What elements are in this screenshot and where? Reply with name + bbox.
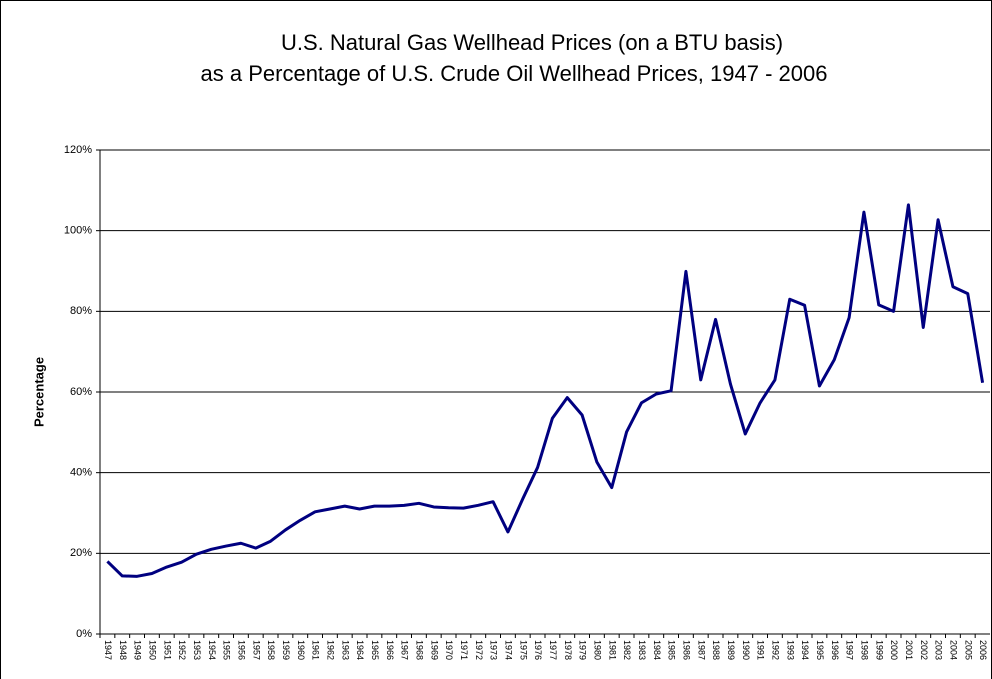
x-tick-label: 1990 <box>741 640 751 660</box>
x-tick-label: 1981 <box>607 640 617 660</box>
x-tick-label: 1947 <box>103 640 113 660</box>
x-tick-label: 1973 <box>489 640 499 660</box>
x-tick-label: 1956 <box>237 640 247 660</box>
x-tick-label: 1964 <box>355 640 365 660</box>
x-tick-label: 1980 <box>593 640 603 660</box>
chart-title: as a Percentage of U.S. Crude Oil Wellhe… <box>201 61 828 86</box>
y-tick-label: 100% <box>64 225 92 237</box>
x-tick-label: 1999 <box>874 640 884 660</box>
x-tick-label: 2000 <box>889 640 899 660</box>
x-tick-label: 1987 <box>696 640 706 660</box>
x-tick-label: 1954 <box>207 640 217 660</box>
x-tick-label: 1991 <box>756 640 766 660</box>
x-tick-label: 1989 <box>726 640 736 660</box>
x-tick-label: 1960 <box>296 640 306 660</box>
x-tick-label: 1976 <box>533 640 543 660</box>
x-tick-label: 1963 <box>340 640 350 660</box>
x-tick-label: 1959 <box>281 640 291 660</box>
y-tick-label: 80% <box>70 305 92 317</box>
x-tick-label: 2003 <box>934 640 944 660</box>
x-tick-label: 1952 <box>177 640 187 660</box>
x-tick-label: 1967 <box>400 640 410 660</box>
y-tick-label: 40% <box>70 467 92 479</box>
x-tick-label: 1949 <box>133 640 143 660</box>
x-tick-label: 1988 <box>711 640 721 660</box>
x-tick-label: 1969 <box>429 640 439 660</box>
x-tick-label: 1995 <box>815 640 825 660</box>
x-tick-label: 1992 <box>771 640 781 660</box>
y-tick-label: 120% <box>64 144 92 156</box>
x-tick-label: 1977 <box>548 640 558 660</box>
x-tick-label: 1975 <box>518 640 528 660</box>
x-tick-label: 1966 <box>385 640 395 660</box>
x-tick-label: 2005 <box>963 640 973 660</box>
x-tick-label: 1978 <box>563 640 573 660</box>
x-tick-label: 2006 <box>978 640 988 660</box>
x-tick-label: 1955 <box>222 640 232 660</box>
data-line <box>106 203 985 578</box>
x-tick-label: 1950 <box>148 640 158 660</box>
x-tick-label: 1958 <box>266 640 276 660</box>
x-tick-label: 1961 <box>311 640 321 660</box>
x-tick-label: 1998 <box>860 640 870 660</box>
x-tick-label: 1982 <box>622 640 632 660</box>
x-tick-label: 1996 <box>830 640 840 660</box>
x-tick-label: 1993 <box>785 640 795 660</box>
y-tick-label: 20% <box>70 547 92 559</box>
x-tick-label: 1962 <box>326 640 336 660</box>
x-tick-label: 1948 <box>118 640 128 660</box>
x-tick-label: 1997 <box>845 640 855 660</box>
x-tick-label: 1972 <box>474 640 484 660</box>
y-tick-label: 0% <box>76 628 92 640</box>
x-tick-label: 2002 <box>919 640 929 660</box>
y-axis-label: Percentage <box>31 357 46 427</box>
x-tick-label: 1983 <box>637 640 647 660</box>
x-tick-label: 1974 <box>504 640 514 660</box>
x-tick-label: 1986 <box>682 640 692 660</box>
x-tick-label: 1953 <box>192 640 202 660</box>
x-tick-label: 1994 <box>800 640 810 660</box>
x-tick-label: 1970 <box>444 640 454 660</box>
x-tick-label: 1957 <box>251 640 261 660</box>
x-tick-label: 1971 <box>459 640 469 660</box>
x-tick-label: 1984 <box>652 640 662 660</box>
x-tick-label: 1979 <box>578 640 588 660</box>
x-tick-label: 1985 <box>667 640 677 660</box>
x-tick-label: 1965 <box>370 640 380 660</box>
chart-title: U.S. Natural Gas Wellhead Prices (on a B… <box>281 30 783 55</box>
x-tick-label: 2004 <box>949 640 959 660</box>
y-tick-label: 60% <box>70 386 92 398</box>
x-tick-label: 1951 <box>162 640 172 660</box>
x-tick-label: 1968 <box>415 640 425 660</box>
x-tick-label: 2001 <box>904 640 914 660</box>
